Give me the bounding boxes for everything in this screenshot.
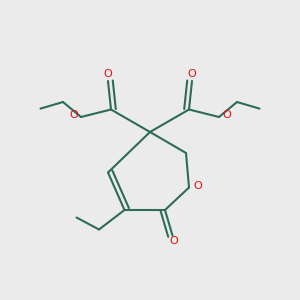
Text: O: O [222,110,231,120]
Text: O: O [103,69,112,80]
Text: O: O [194,181,202,191]
Text: O: O [169,236,178,246]
Text: O: O [69,110,78,120]
Text: O: O [188,69,196,80]
